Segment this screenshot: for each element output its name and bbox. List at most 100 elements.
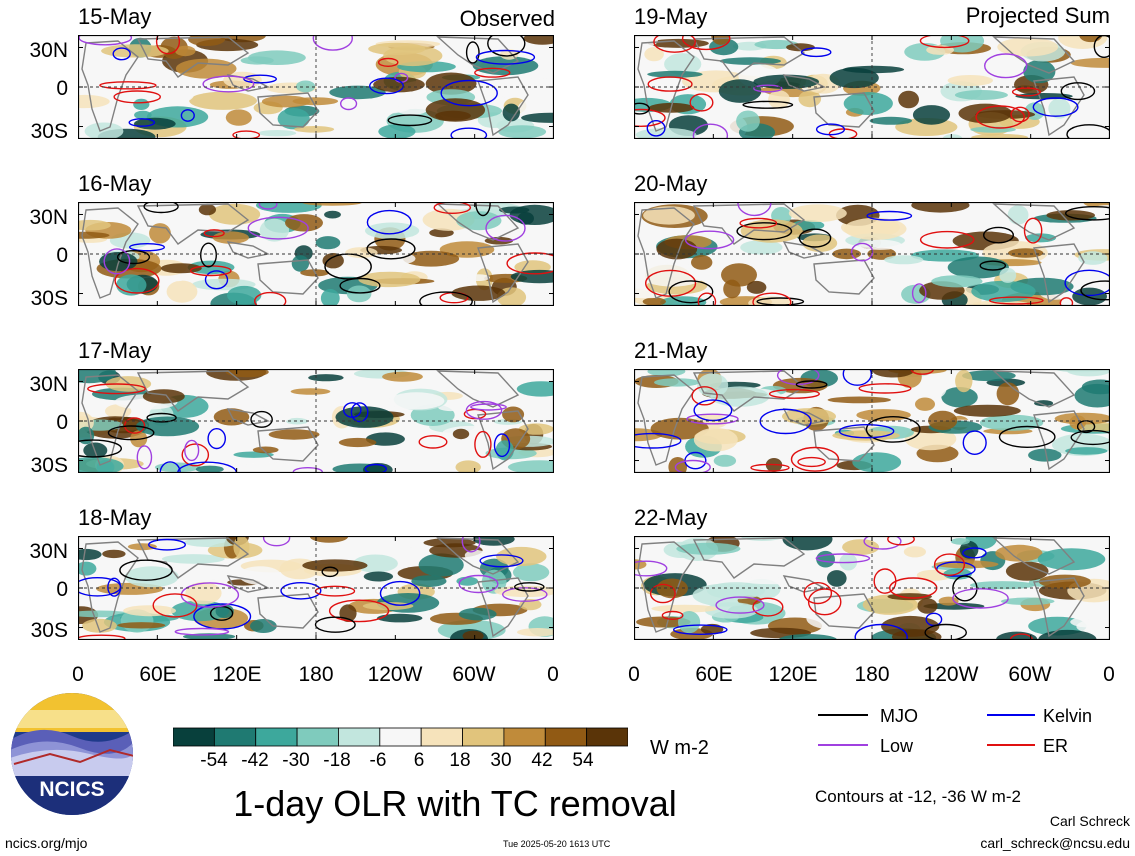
wave-contour <box>450 127 488 139</box>
wave-contour <box>815 123 846 136</box>
wave-contour <box>863 536 902 550</box>
wave-contour <box>684 230 735 250</box>
olr-anomaly-patch <box>362 602 414 610</box>
olr-anomaly-patch <box>105 404 132 419</box>
colorbar-swatch <box>173 727 215 747</box>
wave-contour <box>485 214 526 242</box>
olr-anomaly-patch <box>338 437 377 448</box>
lat-label: 30N <box>29 373 68 396</box>
olr-anomaly-patch <box>917 598 938 614</box>
olr-anomaly-patch <box>102 549 126 559</box>
olr-anomaly-patch <box>676 542 741 555</box>
coastline <box>477 410 529 471</box>
olr-anomaly-patch <box>495 440 514 461</box>
olr-anomaly-patch <box>338 536 379 549</box>
olr-anomaly-patch <box>368 42 426 56</box>
colorbar-swatch <box>544 727 588 747</box>
wave-contour <box>850 242 874 262</box>
olr-anomaly-patch <box>931 275 983 288</box>
olr-anomaly-patch <box>161 554 225 564</box>
olr-anomaly-patch <box>212 231 249 244</box>
coastline <box>1033 243 1085 304</box>
wave-contour <box>1080 280 1110 301</box>
lon-label: 180 <box>298 663 334 686</box>
lat-label: 30S <box>30 287 68 310</box>
lon-label: 0 <box>547 663 559 686</box>
colorbar-swatch <box>462 727 505 747</box>
wave-contour <box>465 400 503 420</box>
olr-anomaly-patch <box>127 543 157 551</box>
footer-email[interactable]: carl_schreck@ncsu.edu <box>980 835 1130 851</box>
wave-contour <box>692 123 729 139</box>
wave-contour <box>1059 297 1074 306</box>
olr-anomaly-patch <box>322 253 344 269</box>
olr-anomaly-patch <box>133 98 150 110</box>
wave-contour <box>475 49 536 65</box>
wave-contour <box>116 249 151 265</box>
coastline <box>992 537 1076 575</box>
wave-contour <box>475 202 491 217</box>
olr-anomaly-patch <box>84 122 124 139</box>
colorbar-unit: W m-2 <box>650 737 709 759</box>
olr-anomaly-patch <box>187 260 235 275</box>
wave-contour <box>147 538 186 551</box>
colorbar-swatch <box>296 727 339 747</box>
footer-site[interactable]: ncics.org/mjo <box>5 835 88 851</box>
wave-contour <box>1065 206 1110 221</box>
olr-anomaly-patch <box>1076 618 1110 636</box>
olr-anomaly-patch <box>238 566 282 585</box>
olr-anomaly-patch <box>399 536 423 548</box>
wave-contour <box>107 425 155 441</box>
olr-anomaly-patch <box>378 124 416 139</box>
lon-label: 120W <box>367 663 423 686</box>
olr-anomaly-patch <box>498 125 547 139</box>
olr-anomaly-patch <box>923 602 985 610</box>
olr-anomaly-patch <box>642 297 666 306</box>
lon-label: 60E <box>695 663 733 686</box>
olr-anomaly-patch <box>195 465 224 473</box>
coastline <box>637 207 695 299</box>
olr-anomaly-patch <box>697 373 729 398</box>
wave-contour <box>750 463 790 472</box>
olr-anomaly-patch <box>135 416 200 437</box>
olr-map-panel <box>78 369 554 473</box>
coastline <box>692 537 806 579</box>
olr-anomaly-patch <box>335 406 394 428</box>
footer-timestamp: Tue 2025-05-20 1613 UTC <box>503 839 611 849</box>
olr-map-panel <box>78 202 554 306</box>
olr-anomaly-patch <box>970 581 1035 590</box>
wave-contour <box>107 577 122 597</box>
olr-anomaly-patch <box>324 210 341 219</box>
olr-anomaly-patch <box>382 371 423 382</box>
wave-contour <box>465 41 480 64</box>
wave-contour <box>418 435 448 449</box>
wave-contour <box>155 35 181 55</box>
colorbar <box>173 727 628 747</box>
olr-anomaly-patch <box>1048 98 1071 119</box>
olr-anomaly-patch <box>1008 248 1044 258</box>
olr-anomaly-patch <box>856 409 911 422</box>
olr-anomaly-patch <box>872 369 914 378</box>
olr-anomaly-patch <box>691 255 713 270</box>
olr-anomaly-patch <box>345 247 378 259</box>
observed-header: Observed <box>459 6 555 31</box>
lon-label: 180 <box>854 663 890 686</box>
olr-anomaly-patch <box>1070 57 1110 68</box>
olr-anomaly-patch <box>198 203 216 216</box>
olr-anomaly-patch <box>268 429 320 440</box>
olr-anomaly-patch <box>499 206 530 214</box>
olr-map-panel <box>634 35 1110 139</box>
lon-label: 0 <box>1103 663 1115 686</box>
olr-anomaly-patch <box>802 234 838 252</box>
colorbar-label: -6 <box>369 750 387 771</box>
olr-anomaly-patch <box>997 37 1059 57</box>
olr-anomaly-patch <box>458 607 497 621</box>
olr-anomaly-patch <box>286 417 308 425</box>
coastline <box>136 36 250 78</box>
olr-anomaly-patch <box>711 35 731 45</box>
olr-anomaly-patch <box>523 35 554 45</box>
wave-contour <box>686 413 739 425</box>
figure-title: 1-day OLR with TC removal <box>233 783 677 824</box>
olr-anomaly-patch <box>903 546 926 558</box>
olr-anomaly-patch <box>852 452 902 473</box>
